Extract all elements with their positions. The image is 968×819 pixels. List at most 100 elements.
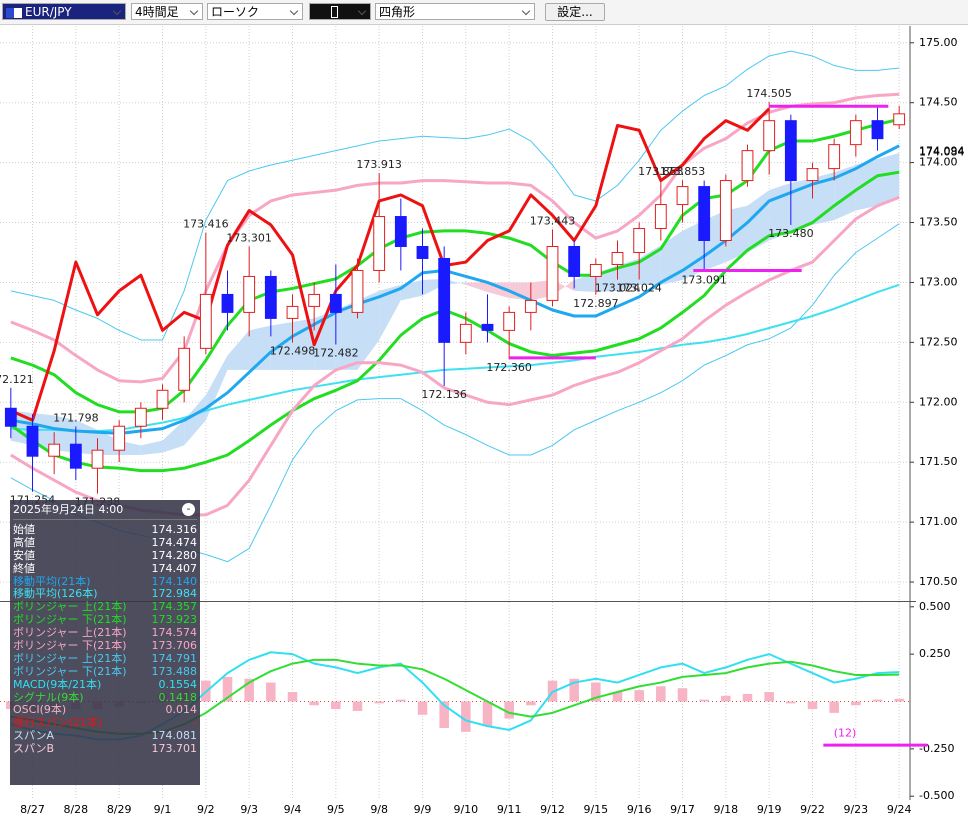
y-tick-label: 175.00 bbox=[919, 36, 958, 49]
info-value: 174.407 bbox=[151, 561, 198, 575]
timeframe-select[interactable]: 4時間足 bbox=[131, 3, 203, 20]
candle-body bbox=[113, 425, 126, 451]
x-tick-label: 9/15 bbox=[583, 803, 608, 816]
info-row: 終値 174.407 bbox=[13, 561, 198, 576]
candle-body bbox=[373, 216, 386, 271]
indicator-line bbox=[10, 144, 900, 435]
candle-body bbox=[524, 299, 537, 313]
osci-bar bbox=[656, 686, 666, 702]
price-label: 174.094 bbox=[919, 144, 965, 157]
info-label: 始値 bbox=[13, 523, 35, 536]
info-value: - bbox=[193, 716, 197, 730]
candle-body bbox=[91, 449, 104, 469]
info-row: 移動平均(126本) 172.984 bbox=[13, 588, 197, 601]
candle-body bbox=[654, 204, 667, 230]
cloud-segment bbox=[140, 440, 163, 456]
price-annotation: 172.121 bbox=[0, 373, 34, 386]
flag-icon bbox=[6, 7, 14, 18]
candle-body bbox=[416, 245, 429, 259]
x-tick-label: 8/28 bbox=[63, 803, 88, 816]
x-tick-label: 9/10 bbox=[453, 803, 478, 816]
settings-button[interactable]: 設定... bbox=[545, 3, 605, 21]
candle-body bbox=[806, 168, 819, 182]
info-value: 174.574 bbox=[151, 626, 198, 640]
candle-body bbox=[351, 269, 364, 313]
y2-tick-label: 0.500 bbox=[919, 600, 951, 613]
info-row: ボリンジャー 上(21本) 174.791 bbox=[13, 651, 198, 666]
candle-body bbox=[394, 216, 407, 247]
info-label: 安値 bbox=[13, 548, 35, 562]
price-annotation: 173.853 bbox=[660, 165, 706, 178]
x-tick-label: 9/19 bbox=[757, 803, 782, 816]
cloud-segment bbox=[54, 415, 76, 453]
candle-body bbox=[503, 311, 516, 331]
osci-bar bbox=[829, 701, 839, 713]
candle-body bbox=[156, 389, 169, 409]
price-annotation: 173.480 bbox=[768, 227, 814, 240]
info-row: OSCI(9本) 0.014 bbox=[13, 704, 197, 717]
x-tick-label: 9/17 bbox=[670, 803, 695, 816]
candle-body bbox=[481, 323, 494, 331]
cloud-segment bbox=[162, 420, 185, 453]
osci-bar bbox=[721, 695, 731, 702]
candle-body bbox=[134, 407, 147, 427]
timeframe: 4時間足 bbox=[135, 5, 179, 19]
cloud-segment bbox=[314, 310, 336, 370]
tool-icon-select[interactable] bbox=[309, 3, 371, 20]
price-annotation: 173.091 bbox=[681, 274, 727, 287]
price-annotation: 173.913 bbox=[356, 158, 402, 171]
x-tick-label: 9/18 bbox=[713, 803, 738, 816]
y2-tick-label: -0.500 bbox=[919, 789, 954, 802]
info-label: ボリンジャー 上(21本) bbox=[13, 600, 127, 614]
price-annotation: 171.798 bbox=[53, 411, 99, 424]
candle-body bbox=[611, 251, 624, 265]
candle-body bbox=[221, 293, 234, 313]
settings-label: 設定... bbox=[557, 5, 593, 19]
osci-bar bbox=[612, 692, 623, 702]
drawing-tool-field[interactable]: 四角形 bbox=[375, 3, 535, 20]
osci-bar bbox=[417, 701, 428, 715]
candle-body bbox=[4, 407, 17, 427]
price-annotation: 174.505 bbox=[746, 87, 792, 100]
info-label: ボリンジャー 下(21本) bbox=[13, 639, 127, 653]
info-label: スパンA bbox=[13, 729, 55, 743]
symbol: EUR/JPY bbox=[25, 5, 72, 19]
price-label: 174.084 bbox=[919, 146, 965, 159]
osci-bar bbox=[591, 682, 601, 702]
info-value: 173.488 bbox=[151, 664, 198, 678]
info-label: 移動平均(21本) bbox=[13, 574, 91, 588]
osci-bar bbox=[287, 692, 298, 702]
candle-body bbox=[199, 293, 212, 349]
indicator-line bbox=[10, 195, 900, 517]
chart-type-select[interactable]: ローソク bbox=[207, 3, 303, 20]
info-label: ボリンジャー 下(21本) bbox=[13, 664, 127, 678]
osci-bar bbox=[244, 678, 254, 702]
chart-type: ローソク bbox=[211, 5, 260, 19]
info-row: ボリンジャー 下(21本) 173.488 bbox=[13, 664, 198, 679]
osci-bar bbox=[331, 701, 341, 710]
candle-body bbox=[546, 245, 559, 301]
y-tick-label: 171.00 bbox=[919, 515, 958, 528]
info-row: ボリンジャー 下(21本) 173.706 bbox=[13, 639, 197, 653]
cloud-segment bbox=[379, 284, 401, 340]
cloud-segment bbox=[292, 318, 315, 370]
info-value: 174.791 bbox=[151, 651, 198, 665]
candle-body bbox=[286, 305, 299, 319]
x-tick-label: 9/22 bbox=[800, 803, 825, 816]
info-value: 174.140 bbox=[151, 574, 198, 588]
y-tick-label: 172.50 bbox=[919, 335, 958, 348]
x-tick-label: 9/1 bbox=[154, 803, 172, 816]
info-title: 2025年9月24日 4:00 bbox=[13, 503, 197, 520]
y-tick-label: 174.00 bbox=[919, 156, 958, 169]
collapse-button[interactable]: - bbox=[182, 503, 195, 516]
price-annotation: 172.498 bbox=[270, 345, 316, 358]
candle-body bbox=[264, 275, 277, 319]
candle-body bbox=[784, 120, 797, 182]
info-row: 安値 174.280 bbox=[13, 548, 197, 563]
info-value: 173.923 bbox=[151, 613, 198, 627]
candle-body bbox=[719, 180, 732, 242]
toolbar: EUR/JPY 4時間足 ローソク 四角形 設定... bbox=[0, 0, 968, 25]
symbol-select[interactable]: EUR/JPY bbox=[2, 3, 126, 20]
info-label: シグナル(9本) bbox=[13, 690, 84, 704]
info-rows: 始値 174.316 高値 174.474 安値 174.280 終値 174.407 移動平均… bbox=[13, 523, 198, 756]
